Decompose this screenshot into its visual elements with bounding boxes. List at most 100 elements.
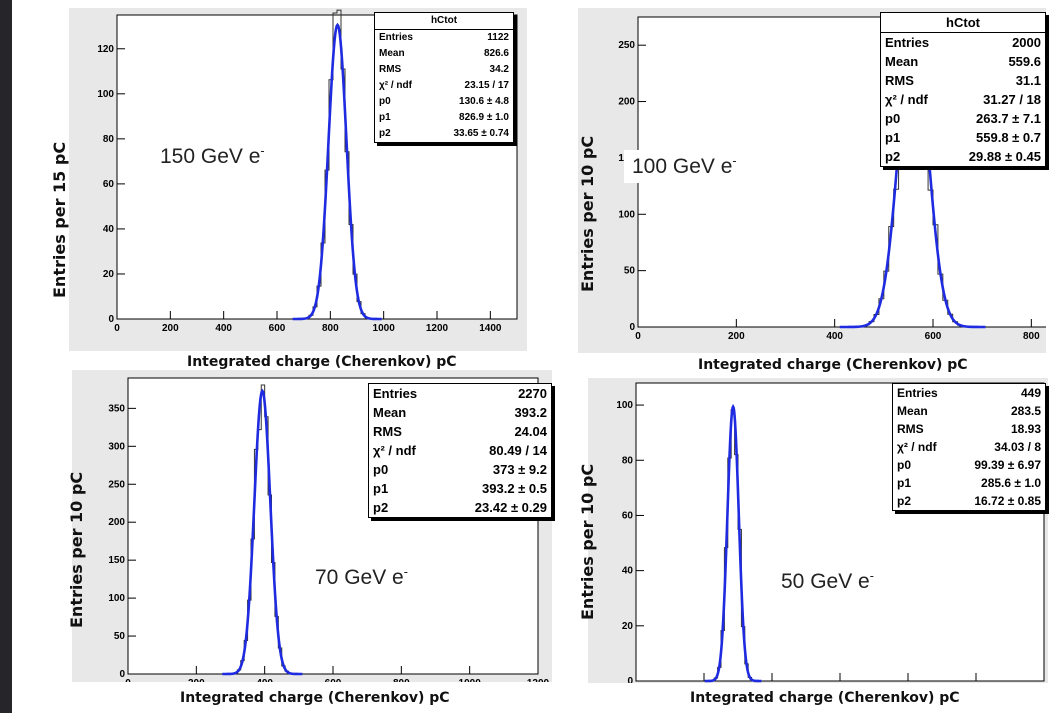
y-tick-label: 80 (103, 134, 115, 145)
stats-value: 393.2 (514, 405, 547, 420)
x-tick-label: 600 (925, 331, 942, 342)
slide: 0 200 400 600 800 1000 1200 1400 0 20 40 60 80 100 120… (12, 0, 1051, 713)
energy-annotation-sup: - (260, 144, 265, 158)
stats-value: 263.7 ± 7.1 (976, 111, 1041, 126)
stats-box: hCtot Entries 2000 Mean 559.6 RMS 31.1 χ² / ndf… (880, 12, 1046, 167)
stats-row: χ² / ndf 31.27 / 18 (881, 90, 1045, 109)
stats-value: 283.5 (1010, 404, 1041, 418)
energy-annotation-sup: - (869, 569, 874, 583)
stats-value: 31.27 / 18 (983, 92, 1041, 107)
y-tick-label: 100 (616, 400, 633, 411)
stats-row: RMS 34.2 (375, 62, 513, 78)
stats-row: p1 826.9 ± 1.0 (375, 110, 513, 126)
y-axis-title: Entries per 15 pC (50, 141, 69, 298)
plot-canvas-2: 020040060080010001200050100150200250 (578, 8, 1046, 353)
energy-annotation: 150 GeV e- (152, 140, 273, 173)
stats-value: 2270 (518, 386, 547, 401)
stats-row: χ² / ndf 80.49 / 14 (369, 441, 551, 460)
y-tick-label: 250 (108, 479, 125, 490)
stats-value: 34.2 (489, 64, 509, 75)
stats-label: Entries (885, 35, 930, 50)
stats-label: RMS (897, 422, 924, 436)
stats-row: Entries 2270 (369, 384, 551, 403)
energy-annotation: 70 GeV e- (307, 561, 416, 594)
x-tick-label: 1400 (479, 323, 502, 334)
stats-row: RMS 18.93 (893, 420, 1045, 438)
stats-value: 23.15 / 17 (464, 80, 509, 91)
stats-value: 559.6 (1008, 54, 1041, 69)
energy-annotation-text: 70 GeV e (315, 566, 404, 589)
stats-row: p0 99.39 ± 6.97 (893, 456, 1045, 474)
stats-value: 33.65 ± 0.74 (453, 128, 509, 139)
stats-row: p0 373 ± 9.2 (369, 460, 551, 479)
y-tick-label: 0 (108, 314, 114, 325)
stats-value: 449 (1020, 386, 1041, 400)
stats-label: χ² / ndf (885, 92, 928, 107)
stats-value: 826.9 ± 1.0 (459, 112, 509, 123)
y-tick-label: 200 (618, 97, 635, 108)
stats-row: p1 559.8 ± 0.7 (881, 128, 1045, 147)
stats-box: Entries 2270 Mean 393.2 RMS 24.04 χ² / ndf 80.4… (368, 383, 552, 518)
stats-row: Entries 449 (893, 384, 1045, 402)
gaussian-fit-curve (222, 388, 303, 676)
x-axis-title: Integrated charge (Cherenkov) pC (187, 354, 457, 370)
x-tick-label: 200 (162, 323, 179, 334)
stats-value: 130.6 ± 4.8 (459, 96, 509, 107)
stats-label: p0 (379, 96, 391, 107)
stats-value: 826.6 (483, 48, 509, 59)
energy-annotation: 50 GeV e- (773, 565, 882, 598)
stats-label: p1 (379, 112, 391, 123)
x-tick-label: 1200 (527, 678, 550, 682)
stats-label: RMS (379, 64, 402, 75)
stats-label: p0 (885, 111, 901, 126)
y-tick-label: 350 (108, 403, 125, 414)
y-tick-label: 0 (629, 322, 635, 333)
stats-value: 285.6 ± 1.0 (981, 476, 1041, 490)
x-axis-title: Integrated charge (Cherenkov) pC (698, 357, 968, 373)
stats-label: p0 (897, 458, 912, 472)
y-axis-title: Entries per 10 pC (67, 471, 86, 628)
y-tick-label: 60 (622, 510, 634, 521)
energy-annotation-sup: - (732, 154, 737, 168)
y-axis-title: Entries per 10 pC (578, 135, 597, 292)
x-tick-label: 400 (826, 331, 843, 342)
x-tick-label: 600 (269, 323, 286, 334)
stats-box: Entries 449 Mean 283.5 RMS 18.93 χ² / ndf 34.03… (892, 383, 1046, 511)
x-tick-label: 800 (322, 323, 339, 334)
y-tick-label: 50 (624, 266, 636, 277)
x-tick-label: 1000 (373, 323, 396, 334)
stats-title: hCtot (375, 13, 513, 30)
stats-row: p0 130.6 ± 4.8 (375, 94, 513, 110)
y-tick-label: 100 (108, 593, 125, 604)
y-tick-label: 50 (114, 631, 126, 642)
x-tick-label: 400 (215, 323, 232, 334)
y-tick-label: 100 (97, 89, 114, 100)
y-tick-label: 200 (108, 517, 125, 528)
stats-row: p2 16.72 ± 0.85 (893, 492, 1045, 510)
energy-annotation-text: 150 GeV e (160, 145, 261, 168)
stats-row: Mean 283.5 (893, 402, 1045, 420)
stats-row: p2 33.65 ± 0.74 (375, 126, 513, 142)
stats-value: 2000 (1012, 35, 1041, 50)
stats-label: Entries (379, 32, 413, 43)
stats-row: p0 263.7 ± 7.1 (881, 109, 1045, 128)
gaussian-fit-curve (292, 22, 382, 321)
stats-row: Entries 1122 (375, 30, 513, 46)
stats-label: p2 (373, 500, 389, 515)
stats-value: 31.1 (1015, 73, 1041, 88)
x-tick-label: 400 (256, 678, 273, 682)
stats-value: 373 ± 9.2 (492, 462, 547, 477)
energy-annotation: 100 GeV e- (624, 150, 745, 183)
gaussian-fit-curve (704, 403, 762, 683)
stats-title: hCtot (881, 13, 1045, 33)
x-tick-label: 1000 (459, 678, 482, 682)
stats-value: 29.88 ± 0.45 (968, 149, 1041, 164)
x-tick-label: 800 (1023, 331, 1040, 342)
x-tick-label: 1200 (426, 323, 449, 334)
x-tick-label: 0 (635, 331, 641, 342)
stats-label: RMS (373, 424, 402, 439)
stats-value: 99.39 ± 6.97 (974, 458, 1041, 472)
x-tick-label: 800 (393, 678, 410, 682)
stats-value: 559.8 ± 0.7 (976, 130, 1041, 145)
stats-row: p1 393.2 ± 0.5 (369, 479, 551, 498)
